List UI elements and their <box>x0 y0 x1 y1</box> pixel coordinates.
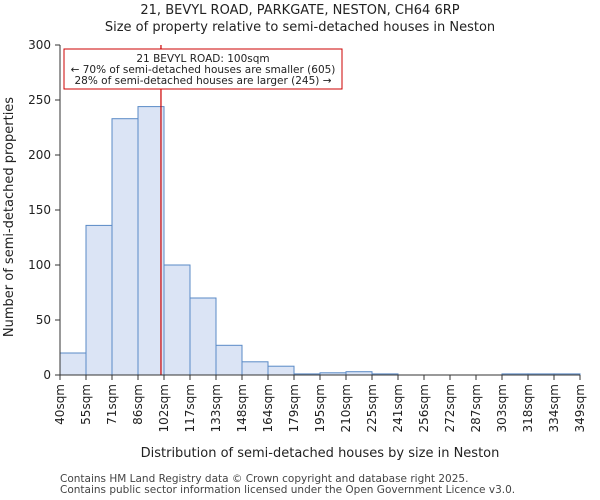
y-tick-label: 200 <box>28 148 51 162</box>
histogram-bar <box>59 352 87 376</box>
x-tick-label: 287sqm <box>469 384 483 432</box>
x-tick-label: 195sqm <box>313 384 327 432</box>
x-tick-label: 272sqm <box>443 384 457 432</box>
y-tick-label: 300 <box>28 38 51 52</box>
y-tick-label: 0 <box>43 368 51 382</box>
histogram-bar <box>111 118 139 376</box>
x-tick-label: 133sqm <box>209 384 223 432</box>
x-axis-label: Distribution of semi-detached houses by … <box>141 446 500 461</box>
x-tick-label: 318sqm <box>521 384 535 432</box>
chart-subtitle: Size of property relative to semi-detach… <box>104 20 496 35</box>
x-tick-label: 241sqm <box>391 384 405 432</box>
histogram-bar <box>241 361 269 376</box>
x-tick-label: 40sqm <box>53 384 67 425</box>
annotation-line-2: ← 70% of semi-detached houses are smalle… <box>71 64 336 76</box>
annotation-box: 21 BEVYL ROAD: 100sqm ← 70% of semi-deta… <box>63 48 343 90</box>
histogram-bar <box>137 106 165 376</box>
y-axis-label: Number of semi-detached properties <box>2 97 17 337</box>
footer-line-1: Contains HM Land Registry data © Crown c… <box>60 473 469 485</box>
annotation-line-3: 28% of semi-detached houses are larger (… <box>75 75 332 87</box>
x-tick-label: 303sqm <box>495 384 509 432</box>
x-tick-label: 102sqm <box>157 384 171 432</box>
x-tick-label: 164sqm <box>261 384 275 432</box>
y-tick-label: 50 <box>36 313 51 327</box>
x-tick-label: 256sqm <box>417 384 431 432</box>
x-tick-label: 55sqm <box>79 384 93 425</box>
y-tick-label: 250 <box>28 93 51 107</box>
x-tick-label: 225sqm <box>365 384 379 432</box>
x-tick-label: 148sqm <box>235 384 249 432</box>
histogram-bar <box>267 365 295 376</box>
x-tick-label: 210sqm <box>339 384 353 432</box>
chart-title: 21, BEVYL ROAD, PARKGATE, NESTON, CH64 6… <box>140 3 460 18</box>
histogram-bar <box>189 297 217 376</box>
x-tick-label: 117sqm <box>183 384 197 432</box>
histogram-bar <box>85 224 113 376</box>
x-tick-label: 349sqm <box>573 384 587 432</box>
footer-line-2: Contains public sector information licen… <box>60 484 516 496</box>
histogram-bar <box>215 344 243 376</box>
annotation-line-1: 21 BEVYL ROAD: 100sqm <box>136 53 269 65</box>
y-tick-label: 100 <box>28 258 51 272</box>
x-tick-label: 334sqm <box>547 384 561 432</box>
x-tick-label: 71sqm <box>105 384 119 425</box>
x-tick-label: 86sqm <box>131 384 145 425</box>
y-tick-label: 150 <box>28 203 51 217</box>
histogram-bar <box>163 264 191 376</box>
x-tick-label: 179sqm <box>287 384 301 432</box>
